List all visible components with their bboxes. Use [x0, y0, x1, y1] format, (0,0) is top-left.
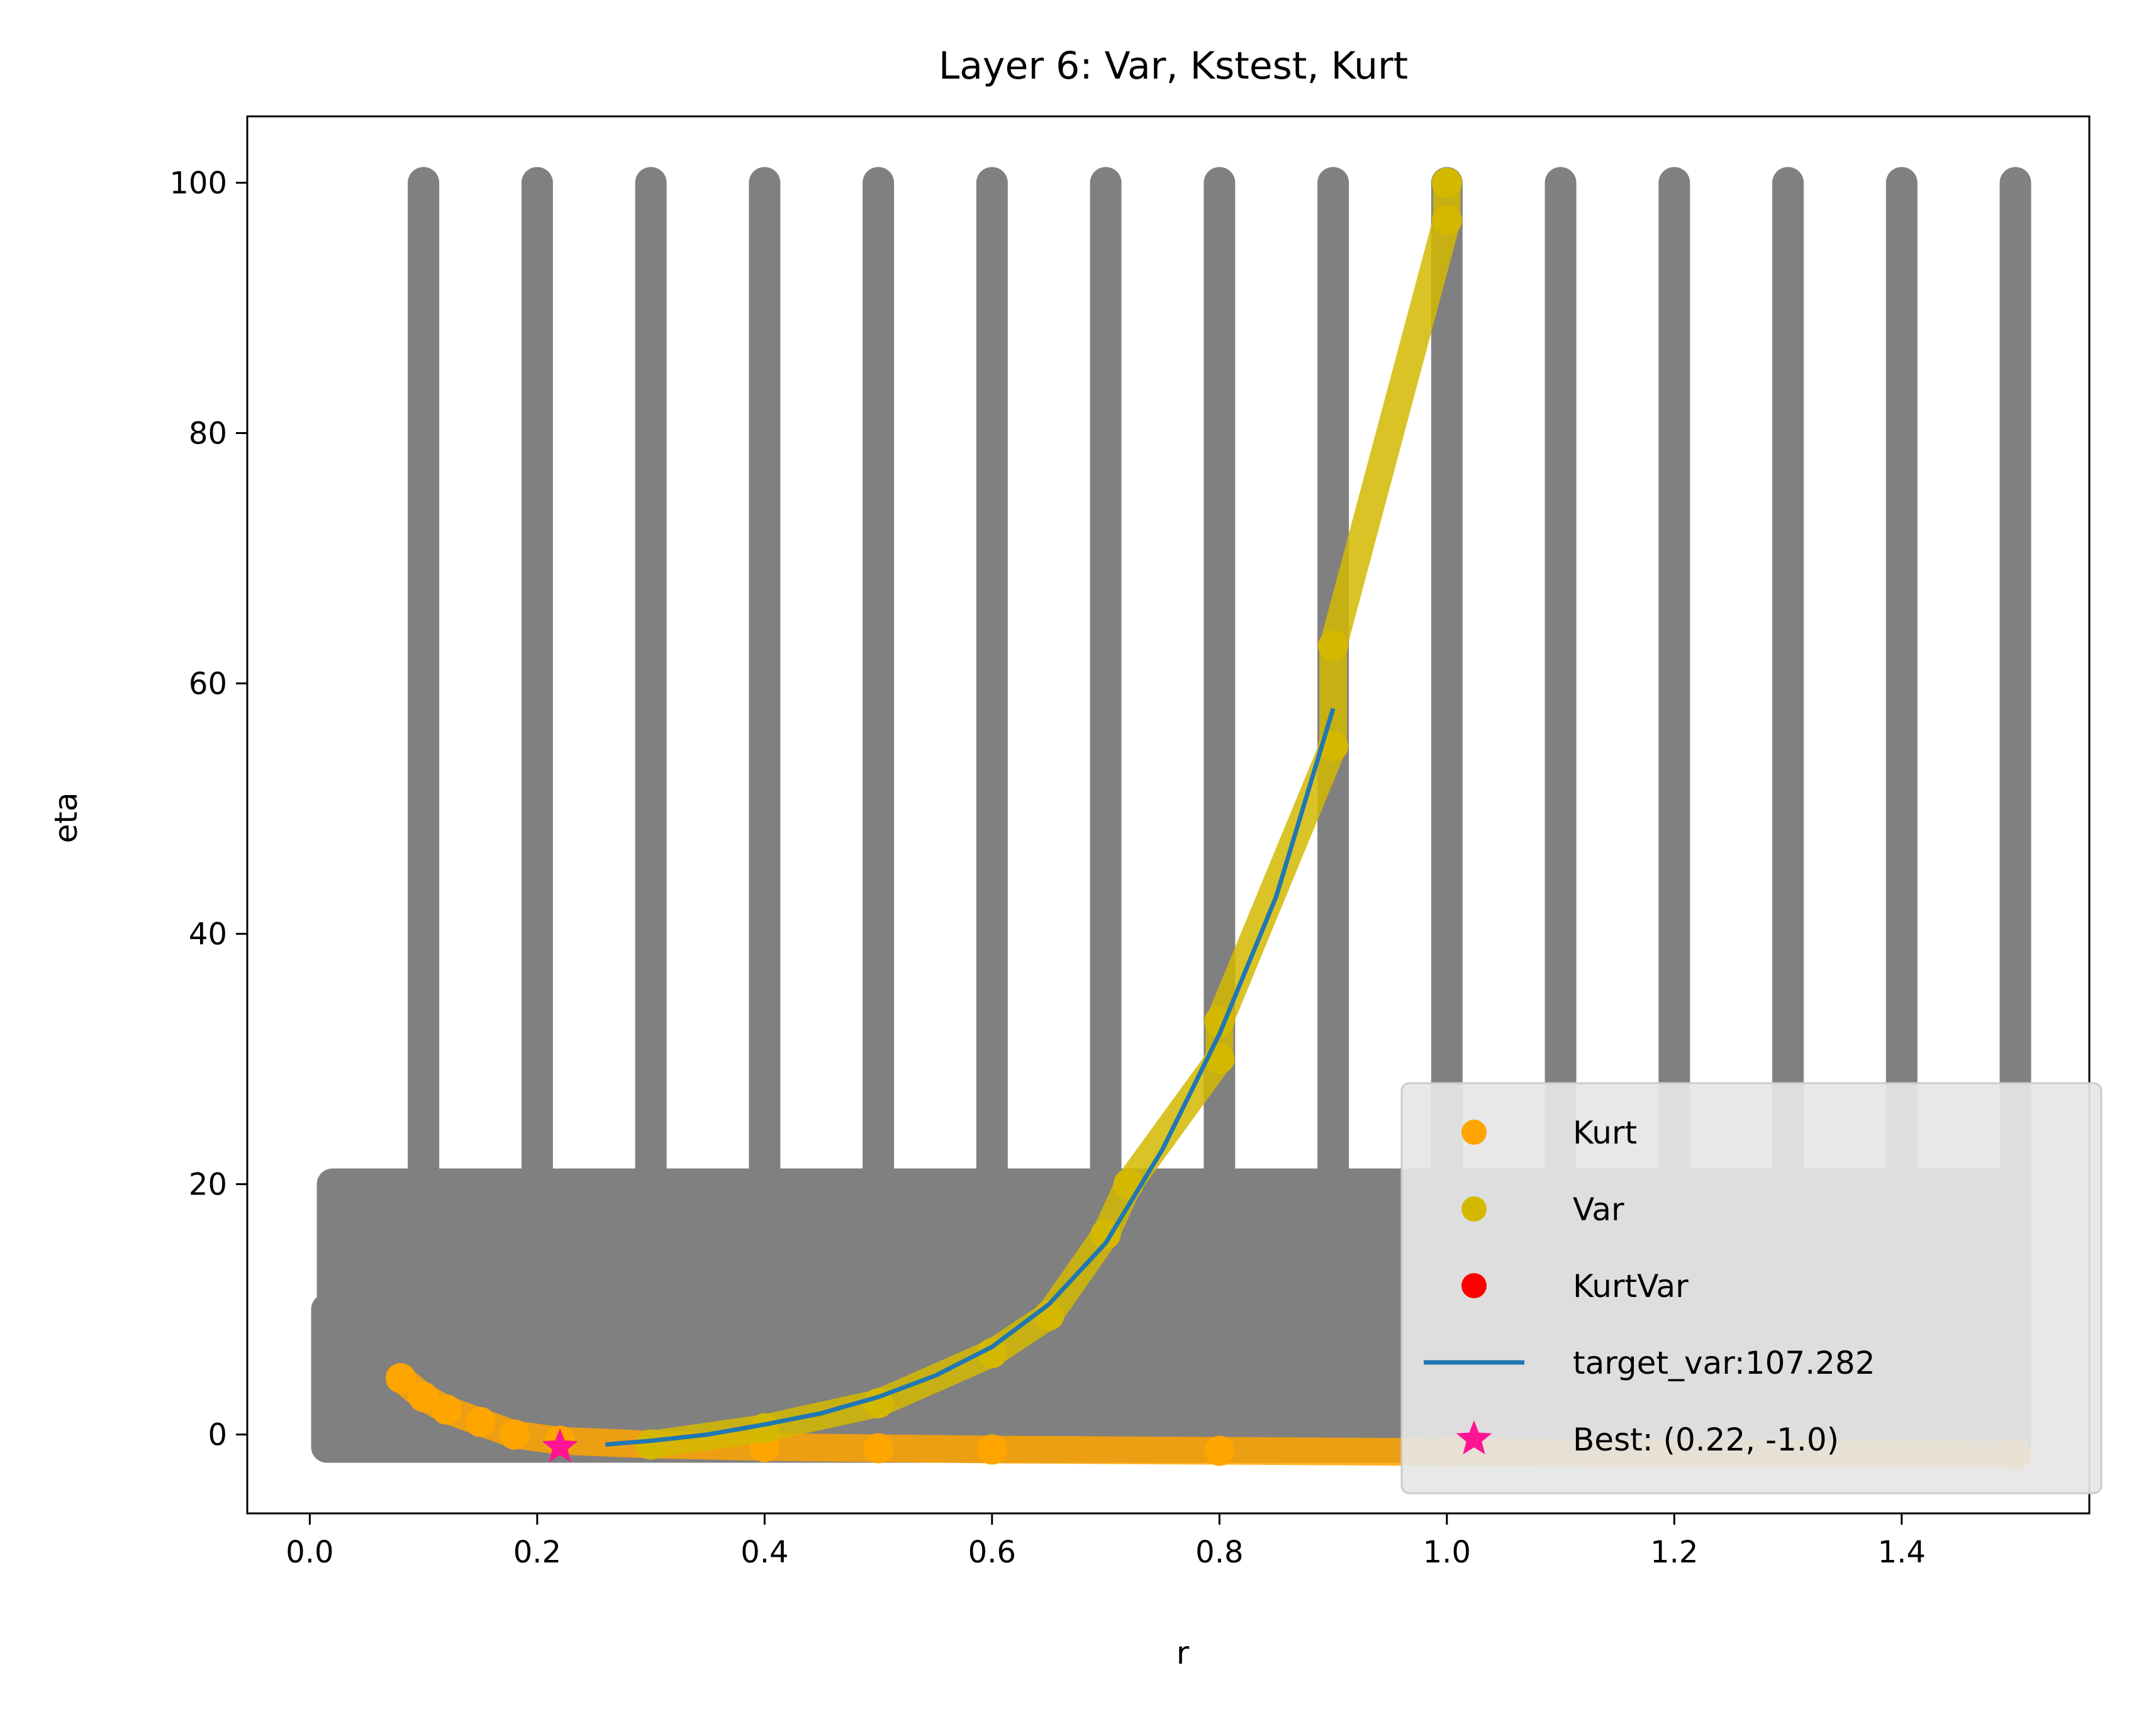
x-tick-label: 1.0	[1423, 1535, 1471, 1570]
y-tick-label: 40	[189, 917, 227, 952]
data-point	[386, 1363, 416, 1394]
background-column	[408, 167, 440, 1463]
data-point	[976, 1338, 1007, 1369]
series-4	[542, 1428, 578, 1462]
legend-label: KurtVar	[1573, 1268, 1689, 1305]
data-point	[1204, 1435, 1235, 1466]
legend-label: Var	[1573, 1191, 1624, 1228]
x-tick-label: 0.2	[513, 1535, 561, 1570]
x-axis: 0.0 0.2 0.4 0.6 0.8 1.0 1.2 1.4	[286, 1513, 1926, 1570]
background-column	[749, 167, 781, 1463]
y-tick-label: 20	[189, 1167, 227, 1203]
data-point	[1318, 630, 1349, 661]
legend-label: Best: (0.22, -1.0)	[1573, 1422, 1839, 1458]
best-point-star	[542, 1428, 578, 1462]
x-tick-label: 0.0	[286, 1535, 333, 1570]
legend-label: Kurt	[1573, 1115, 1637, 1151]
legend-label: target_var:107.282	[1573, 1345, 1875, 1381]
background-column	[976, 167, 1008, 1463]
target-curve	[605, 708, 1336, 1447]
background-column	[521, 167, 553, 1463]
data-point	[976, 1434, 1007, 1465]
background-column	[1204, 167, 1236, 1463]
background-column	[1090, 167, 1122, 1463]
y-tick-label: 80	[189, 416, 227, 452]
data-point	[465, 1406, 496, 1437]
series-3	[605, 708, 1336, 1447]
y-tick-label: 100	[169, 165, 227, 201]
data-point	[749, 1413, 780, 1444]
y-axis-label: eta	[48, 792, 84, 843]
x-tick-label: 0.8	[1195, 1535, 1243, 1570]
data-point	[863, 1433, 894, 1464]
legend-marker	[1461, 1120, 1487, 1145]
data-point	[499, 1419, 530, 1450]
y-tick-label: 0	[208, 1418, 227, 1453]
legend-frame	[1400, 1082, 2103, 1495]
chart-title: Layer 6: Var, Kstest, Kurt	[939, 44, 1408, 88]
background-column	[1317, 167, 1349, 1463]
data-point	[431, 1394, 462, 1425]
legend-star	[1456, 1420, 1492, 1455]
data-point	[1431, 167, 1462, 198]
x-axis-label: r	[1176, 1635, 1190, 1671]
background-column	[863, 167, 895, 1463]
x-tick-label: 1.4	[1878, 1535, 1926, 1570]
legend-marker	[1461, 1273, 1487, 1298]
data-point	[408, 1381, 439, 1412]
y-axis: 0 20 40 60 80 100	[169, 165, 247, 1453]
background-column	[635, 167, 667, 1463]
x-tick-label: 0.4	[740, 1535, 788, 1570]
axes-frame	[246, 115, 2091, 1515]
legend-marker	[1461, 1196, 1487, 1222]
x-tick-label: 1.2	[1650, 1535, 1698, 1570]
data-point	[1431, 205, 1462, 236]
y-tick-label: 60	[189, 667, 227, 702]
x-tick-label: 0.6	[968, 1535, 1016, 1570]
data-point	[635, 1429, 666, 1460]
